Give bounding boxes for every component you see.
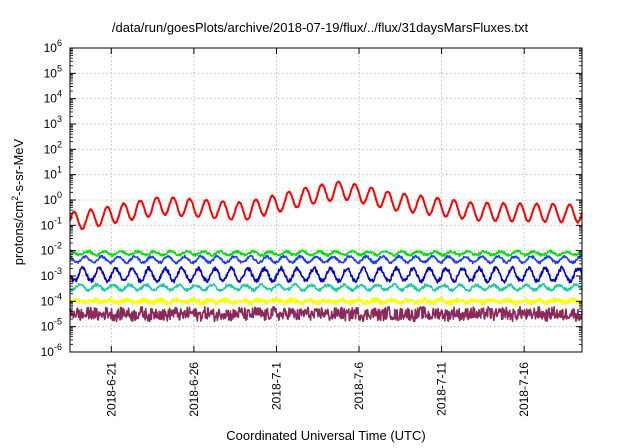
y-tick-label-base: 10	[44, 92, 58, 106]
y-tick-label: 100	[44, 190, 62, 207]
y-tick-label-exponent: 6	[57, 38, 62, 48]
y-tick-label: 106	[44, 38, 62, 55]
x-tick-label: 2018-7-11	[435, 362, 449, 416]
series-line	[69, 265, 583, 284]
x-tick-label: 2018-7-16	[517, 362, 531, 417]
y-tick-label: 102	[44, 139, 62, 156]
y-tick-label: 101	[44, 165, 62, 182]
y-axis-label-suffix: -s-sr-MeV	[11, 138, 27, 196]
y-tick-label-base: 10	[44, 168, 58, 182]
y-tick-label-base: 10	[44, 193, 58, 207]
x-tick-label: 2018-7-1	[269, 362, 283, 410]
series-line	[69, 282, 583, 293]
y-tick-label: 10-3	[41, 266, 62, 283]
y-tick-label-exponent: 1	[57, 165, 62, 175]
y-tick-label-base: 10	[41, 244, 55, 258]
y-tick-label: 10-4	[41, 291, 62, 308]
x-tick-label: 2018-6-21	[104, 362, 118, 417]
y-tick-label-base: 10	[41, 294, 55, 308]
y-tick-label-base: 10	[41, 320, 55, 334]
y-tick-label-exponent: 4	[57, 89, 62, 99]
y-tick-label: 10-5	[41, 317, 62, 334]
y-tick-label: 104	[44, 89, 62, 106]
x-tick-label: 2018-6-26	[187, 362, 201, 417]
y-tick-label-exponent: 0	[57, 190, 62, 200]
x-axis-label: Coordinated Universal Time (UTC)	[226, 428, 426, 443]
y-tick-label-base: 10	[44, 142, 58, 156]
y-tick-label-base: 10	[44, 41, 58, 55]
y-tick-label-exponent: 2	[57, 139, 62, 149]
y-tick-label-exponent: -4	[54, 291, 62, 301]
y-tick-label: 10-6	[41, 342, 62, 359]
y-tick-label: 103	[44, 114, 62, 131]
y-axis-label-prefix: protons/cm	[11, 200, 27, 266]
y-tick-label: 10-2	[41, 241, 62, 258]
y-tick-label: 10-1	[41, 215, 62, 232]
y-tick-label-base: 10	[44, 66, 58, 80]
y-tick-label-exponent: -2	[54, 241, 62, 251]
x-tick-label: 2018-7-6	[352, 362, 366, 410]
y-tick-label-exponent: -1	[54, 215, 62, 225]
y-tick-label-base: 10	[41, 269, 55, 283]
y-tick-label-exponent: 5	[57, 63, 62, 73]
y-tick-label: 105	[44, 63, 62, 80]
y-tick-label-exponent: -3	[54, 266, 62, 276]
y-tick-label-base: 10	[41, 218, 55, 232]
y-tick-label-base: 10	[44, 117, 58, 131]
series-line	[69, 254, 583, 265]
y-tick-label-exponent: -6	[54, 342, 62, 352]
series-line	[69, 249, 583, 257]
series-line	[69, 180, 583, 230]
series-line	[69, 296, 583, 306]
series-line	[69, 305, 583, 323]
y-tick-label-exponent: -5	[54, 317, 62, 327]
y-tick-label-exponent: 3	[57, 114, 62, 124]
chart-title: /data/run/goesPlots/archive/2018-07-19/f…	[111, 20, 529, 35]
y-axis-label-sup: 2	[9, 195, 20, 201]
y-tick-label-base: 10	[41, 345, 55, 359]
